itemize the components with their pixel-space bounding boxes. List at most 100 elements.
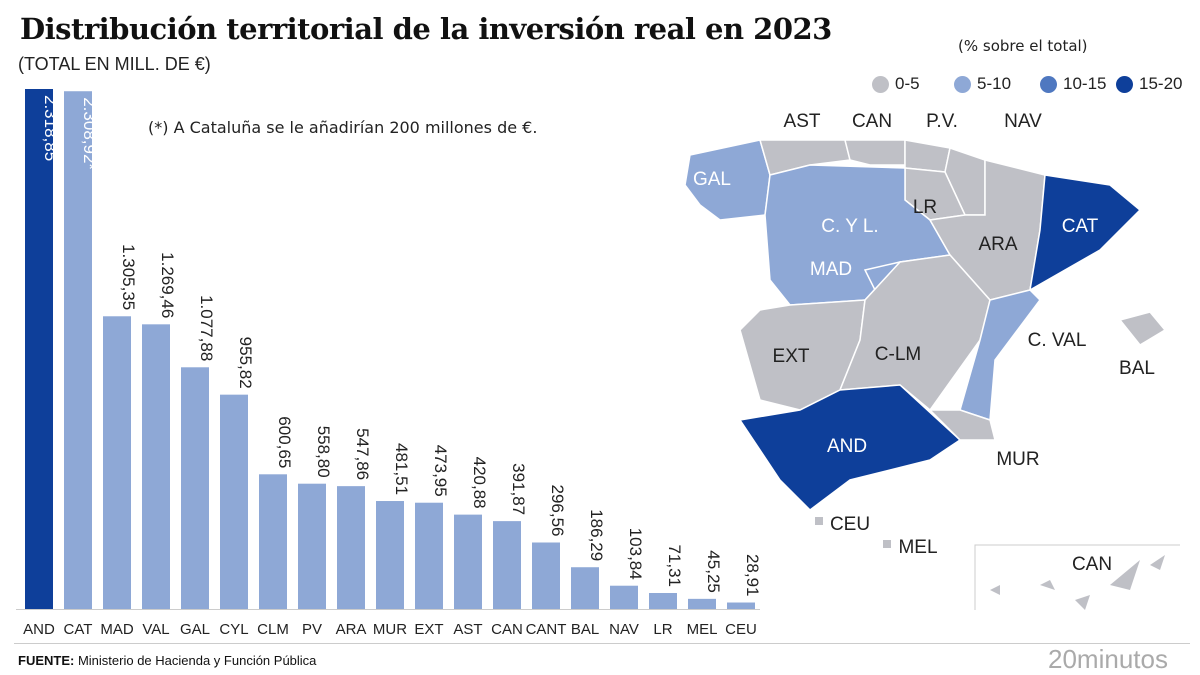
category-label: VAL — [142, 621, 169, 638]
region-label: AST — [784, 111, 821, 132]
region-can-island — [1110, 560, 1140, 590]
region-label: AND — [827, 436, 867, 457]
value-label: 600,65 — [275, 416, 294, 468]
value-label: 2.318,85 — [41, 95, 60, 161]
region-can — [844, 139, 906, 166]
category-label: NAV — [609, 621, 639, 638]
region-ceu — [815, 517, 823, 525]
divider — [14, 643, 1190, 644]
chart-subtitle: (TOTAL EN MILL. DE €) — [18, 54, 211, 74]
category-label: MUR — [373, 621, 407, 638]
category-label: CAT — [64, 621, 93, 638]
category-label: CAN — [491, 621, 523, 638]
source-label: FUENTE: — [18, 653, 75, 668]
region-label: BAL — [1119, 358, 1155, 379]
legend-swatch — [1040, 75, 1057, 93]
bar-ara — [337, 486, 365, 609]
region-label: NAV — [1004, 111, 1042, 132]
bar-mel — [688, 598, 716, 609]
region-and — [738, 384, 962, 511]
bar-cyl — [220, 394, 248, 609]
legend-label: 0-5 — [895, 74, 920, 93]
region-label: C. Y L. — [821, 216, 878, 237]
value-label: 186,29 — [587, 509, 606, 561]
region-label: CAN — [852, 111, 892, 132]
bar-and — [25, 89, 53, 609]
bar-ext — [415, 502, 443, 609]
value-label: 1.077,88 — [197, 295, 216, 361]
region-cat — [1029, 174, 1142, 292]
bar-pv — [298, 483, 326, 609]
bar-ast — [454, 514, 482, 609]
region-label: MUR — [996, 449, 1039, 470]
value-label: 420,88 — [470, 457, 489, 509]
bar-clm — [259, 474, 287, 609]
canarias-inset-frame — [974, 544, 1180, 610]
region-label: C-LM — [875, 344, 921, 365]
category-label: BAL — [571, 621, 599, 638]
value-label: 391,87 — [509, 463, 528, 515]
bar-mad — [103, 316, 131, 609]
category-label: GAL — [180, 621, 210, 638]
bar-nav — [610, 585, 638, 609]
bar-cat — [64, 91, 92, 609]
value-label: 45,25 — [704, 550, 723, 593]
region-label: MEL — [898, 537, 937, 558]
value-label: 1.305,35 — [119, 244, 138, 310]
bar-val — [142, 324, 170, 609]
category-label: LR — [653, 621, 672, 638]
region-label: MAD — [810, 259, 852, 280]
category-label: MAD — [100, 621, 134, 638]
logo: 20minutos — [1048, 644, 1168, 674]
region-label: P.V. — [926, 111, 958, 132]
source: FUENTE: Ministerio de Hacienda y Función… — [18, 653, 316, 668]
legend-label: 5-10 — [977, 74, 1012, 93]
category-label: CEU — [725, 621, 757, 638]
value-label: 1.269,46 — [158, 252, 177, 318]
value-label: 547,86 — [353, 428, 372, 480]
bar-chart: 2.318,85 AND 2.308,92* CAT 1.305,35 MAD 1.269,… — [16, 89, 762, 638]
spain-map: GAL AST CAN P.V. NAV LR C. Y L. MAD ARA CAT EXT C-L… — [684, 111, 1180, 610]
region-label: C. VAL — [1028, 330, 1087, 351]
category-label: PV — [302, 621, 322, 638]
value-label: 296,56 — [548, 484, 567, 536]
legend-swatch — [954, 75, 971, 93]
value-label: 28,91 — [743, 554, 762, 597]
region-label: ARA — [978, 234, 1017, 255]
category-label: CYL — [219, 621, 248, 638]
region-clm — [838, 254, 991, 412]
value-label: 473,95 — [431, 445, 450, 497]
bar-lr — [649, 593, 677, 609]
region-label: LR — [913, 197, 937, 218]
value-label: 481,51 — [392, 443, 411, 495]
footnote: (*) A Cataluña se le añadirían 200 millo… — [148, 118, 538, 137]
legend-item: 5-10 — [954, 74, 1011, 94]
region-can-island — [1150, 555, 1165, 570]
legend-label: 15-20 — [1139, 74, 1183, 93]
category-label: MEL — [687, 621, 718, 638]
region-pv — [904, 139, 951, 173]
legend-item: 10-15 — [1040, 74, 1106, 94]
legend-swatch — [1116, 75, 1133, 93]
bar-can — [493, 521, 521, 609]
region-label: EXT — [773, 346, 810, 367]
bar-mur — [376, 501, 404, 609]
category-label: CANT — [526, 621, 567, 638]
bar-cant — [532, 542, 560, 609]
chart-title: Distribución territorial de la inversión… — [20, 12, 832, 46]
region-mur — [928, 409, 996, 441]
value-label: 558,80 — [314, 426, 333, 478]
legend-label: 10-15 — [1063, 74, 1107, 93]
category-label: AST — [453, 621, 482, 638]
region-ast — [759, 139, 851, 176]
legend-swatch — [872, 75, 889, 93]
value-label: 2.308,92* — [80, 97, 99, 170]
legend-title: (% sobre el total) — [958, 37, 1088, 55]
category-label: CLM — [257, 621, 289, 638]
value-label: 103,84 — [626, 528, 645, 580]
legend-item: 15-20 — [1116, 74, 1182, 94]
region-bal — [1118, 311, 1167, 346]
value-label: 955,82 — [236, 337, 255, 389]
region-can-island — [1040, 580, 1055, 590]
bar-gal — [181, 367, 209, 609]
